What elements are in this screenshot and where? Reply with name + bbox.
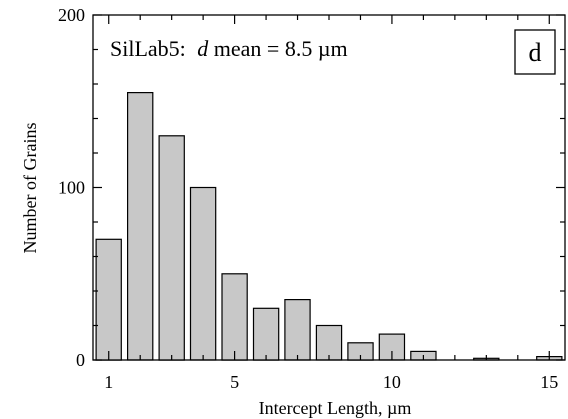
bar-8 xyxy=(315,324,343,361)
panel-label: d xyxy=(529,38,542,67)
x-tick-label-15: 15 xyxy=(540,372,558,392)
bar-7 xyxy=(284,299,311,361)
annotation-symbol: d xyxy=(197,36,209,61)
ticks-group xyxy=(93,14,565,361)
x-axis-label: Intercept Length, µm xyxy=(259,398,412,418)
bar-6 xyxy=(252,307,280,361)
x-tick-label-1: 1 xyxy=(104,372,113,392)
bar-1 xyxy=(95,238,122,361)
bar-2 xyxy=(126,91,154,361)
y-axis-label: Number of Grains xyxy=(20,123,40,254)
annotation-text: SilLab5: d mean = 8.5 µm xyxy=(110,36,348,61)
bars-group xyxy=(95,91,563,361)
x-tick-label-5: 5 xyxy=(230,372,239,392)
y-tick-label-100: 100 xyxy=(58,178,85,198)
x-tick-label-10: 10 xyxy=(383,372,401,392)
bar-4 xyxy=(189,186,217,361)
annotation-sample: SilLab5: xyxy=(110,36,186,61)
y-tick-label-0: 0 xyxy=(76,350,85,370)
annotation-mean: mean = 8.5 µm xyxy=(214,36,348,61)
bar-3 xyxy=(158,135,185,361)
bar-5 xyxy=(221,273,248,361)
panel-label-box xyxy=(514,29,556,75)
y-tick-label-200: 200 xyxy=(58,5,85,25)
